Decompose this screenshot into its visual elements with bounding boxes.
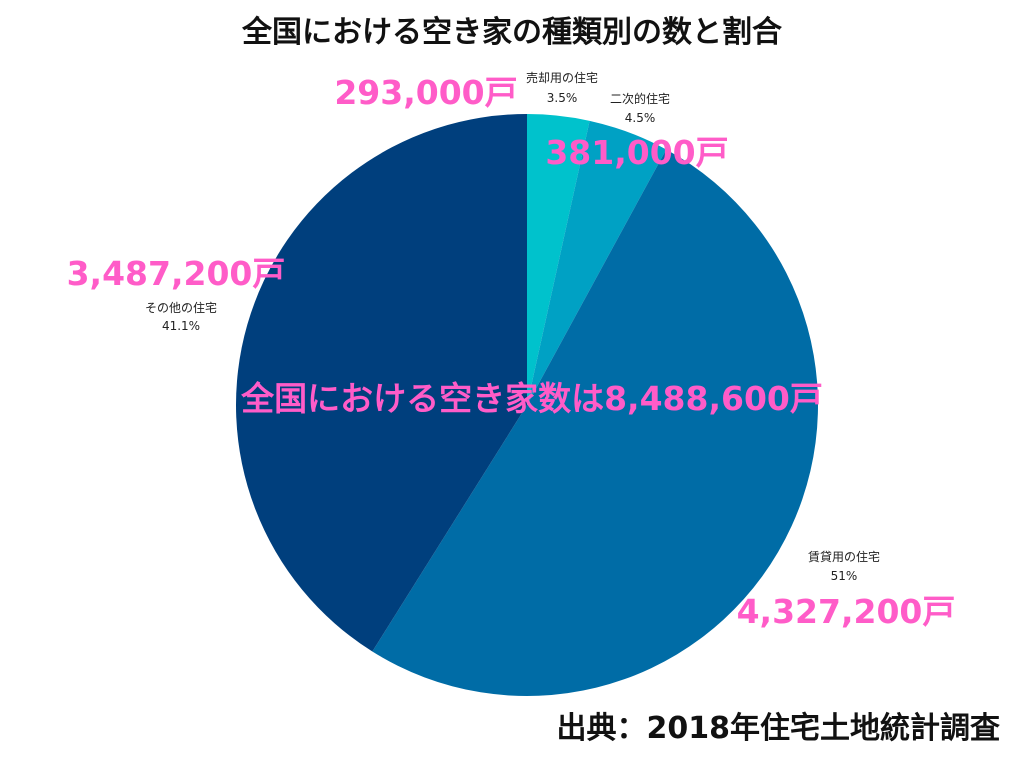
slice-category-label-1: 売却用の住宅: [526, 70, 598, 85]
source-note: 出典：2018年住宅土地統計調査: [557, 711, 1001, 746]
slice-value-label-2: 381,000戸: [545, 133, 728, 172]
slice-percent-label-1: 3.5%: [547, 91, 578, 105]
slice-percent-label-2: 4.5%: [625, 111, 656, 125]
slice-percent-label-3: 51%: [831, 569, 858, 583]
slice-value-label-3: 4,327,200戸: [737, 592, 956, 631]
slice-value-label-4: 3,487,200戸: [67, 254, 286, 293]
pie-slices: [236, 114, 819, 697]
total-vacant-houses-label: 全国における空き家数は8,488,600戸: [240, 379, 823, 418]
slice-labels: 売却用の住宅 3.5% 293,000戸 二次的住宅 4.5% 381,000戸賃貸用の住…: [67, 70, 956, 631]
pie-slice-3: [372, 149, 819, 697]
slice-percent-label-4: 41.1%: [162, 319, 200, 333]
pie-slice-2: [527, 120, 667, 406]
slice-value-label-1: 293,000戸: [334, 73, 517, 112]
slice-category-label-3: 賃貸用の住宅: [808, 549, 880, 564]
pie-slice-1: [527, 114, 590, 405]
slice-category-label-2: 二次的住宅: [610, 91, 670, 106]
chart-title: 全国における空き家の種類別の数と割合: [241, 15, 782, 50]
pie-slice-4: [236, 114, 527, 652]
slice-category-label-4: その他の住宅: [145, 300, 217, 315]
